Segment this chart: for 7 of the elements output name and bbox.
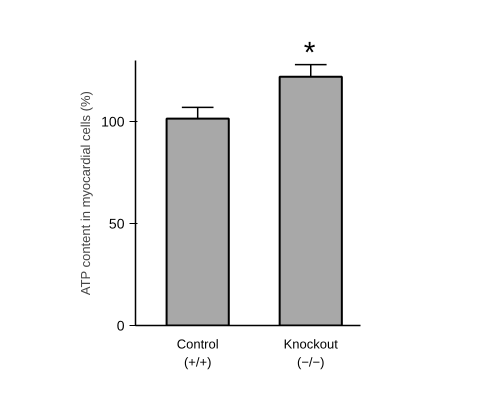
x-tick-label: Control (+/+)	[176, 336, 219, 370]
x-tick-label: Knockout (−/−)	[284, 336, 338, 370]
y-tick-label: 100	[101, 114, 125, 130]
y-tick-label: 50	[108, 216, 125, 232]
annotation: *	[304, 36, 316, 70]
y-tick-label: 0	[116, 318, 125, 334]
y-axis-title: ATP content in myocardial cells (%)	[78, 91, 94, 296]
